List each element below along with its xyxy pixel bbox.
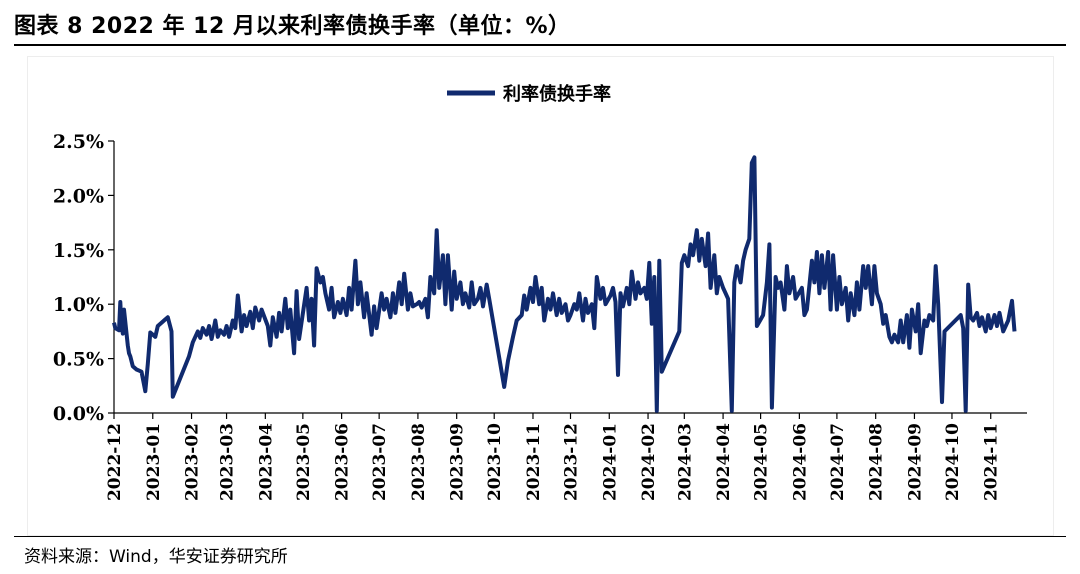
x-tick-label: 2024-09 — [905, 423, 925, 501]
y-tick-label: 2.0% — [53, 185, 104, 207]
x-tick-label: 2024-11 — [982, 423, 1002, 501]
x-tick-label: 2024-08 — [867, 423, 887, 501]
x-tick-label: 2024-02 — [639, 423, 659, 501]
bottom-rule — [14, 536, 1066, 537]
x-tick-label: 2023-04 — [256, 423, 276, 501]
x-tick-label: 2023-03 — [218, 423, 238, 501]
y-tick-label: 0.5% — [53, 349, 104, 371]
x-tick-label: 2024-07 — [828, 423, 848, 501]
x-tick-label: 2022-12 — [105, 423, 125, 501]
y-tick-label: 0.0% — [53, 403, 104, 425]
x-tick-label: 2024-10 — [943, 423, 963, 501]
x-tick-label: 2023-05 — [294, 423, 314, 501]
x-tick-label: 2024-06 — [790, 423, 810, 501]
x-tick-label: 2024-04 — [714, 423, 734, 501]
x-tick-label: 2023-01 — [144, 423, 164, 501]
legend-label: 利率债换手率 — [503, 83, 611, 105]
x-tick-label: 2023-11 — [524, 423, 544, 501]
legend: 利率债换手率 — [447, 83, 611, 105]
x-tick-label: 2023-07 — [370, 423, 390, 501]
top-rule — [14, 44, 1066, 46]
x-tick-label: 2023-06 — [333, 423, 353, 501]
x-tick-label: 2024-01 — [600, 423, 620, 501]
plot-frame — [27, 56, 1054, 536]
y-tick-label: 1.5% — [53, 240, 104, 262]
x-tick-label: 2024-05 — [752, 423, 772, 501]
figure-title: 图表 8 2022 年 12 月以来利率债换手率（单位：%） — [14, 14, 571, 39]
source-note: 资料来源：Wind，华安证券研究所 — [24, 547, 288, 567]
x-tick-label: 2023-10 — [485, 423, 505, 501]
y-axis: 0.0% 0.5% 1.0% 1.5% 2.0% 2.5% — [53, 131, 115, 425]
x-tick-label: 2023-12 — [562, 423, 582, 501]
x-tick-label: 2023-08 — [409, 423, 429, 501]
x-tick-label: 2023-02 — [183, 423, 203, 501]
y-tick-label: 1.0% — [53, 294, 104, 316]
x-tick-label: 2023-09 — [448, 423, 468, 501]
series-line — [112, 155, 1017, 413]
y-tick-label: 2.5% — [53, 131, 104, 153]
x-tick-label: 2024-03 — [675, 423, 695, 501]
x-axis: 2022-12 2023-01 2023-02 2023-03 2023-04 2023-… — [105, 412, 1027, 501]
